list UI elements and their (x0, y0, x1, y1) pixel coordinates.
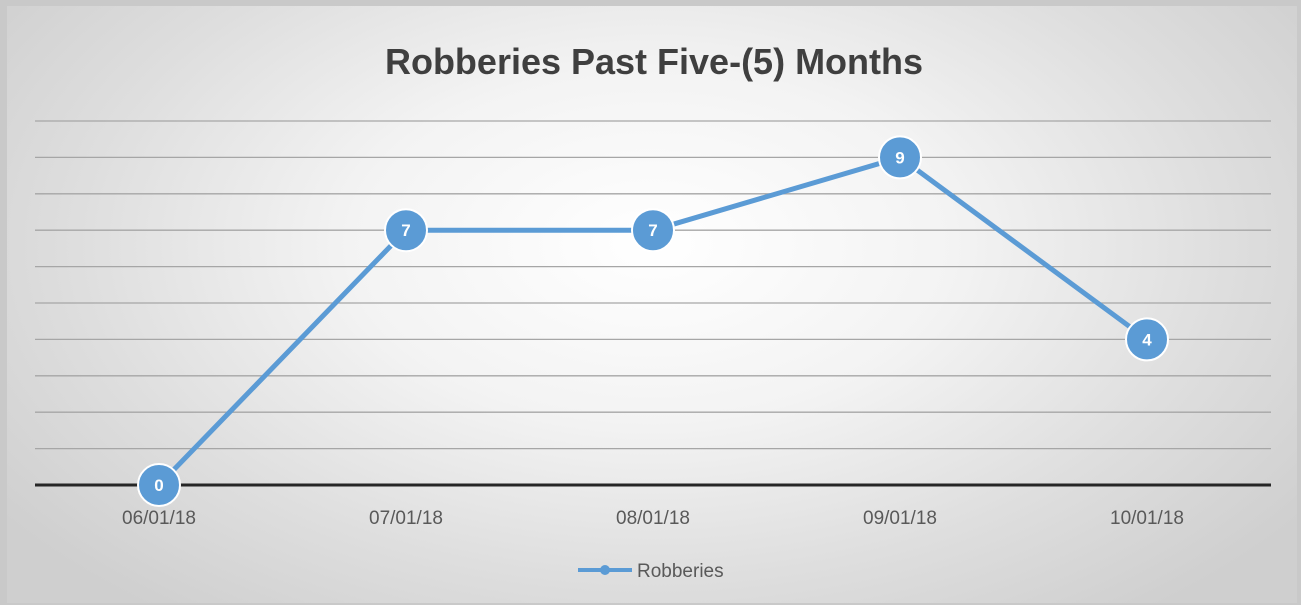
data-point: 4 (1125, 317, 1169, 362)
data-point: 0 (137, 463, 181, 507)
data-label: 0 (154, 476, 163, 495)
gridlines (35, 120, 1271, 450)
data-label: 7 (648, 221, 657, 240)
legend-label: Robberies (637, 561, 724, 582)
data-point: 7 (384, 208, 428, 253)
data-point: 7 (631, 208, 675, 253)
data-point-marker (878, 135, 922, 180)
data-point: 9 (878, 135, 922, 180)
data-point-marker (1125, 317, 1169, 362)
data-label: 4 (1142, 330, 1152, 349)
x-tick-label: 08/01/18 (616, 508, 690, 529)
series-line (156, 154, 1150, 488)
series-robberies (156, 154, 1150, 488)
x-tick-label: 10/01/18 (1110, 508, 1184, 529)
x-axis-tick-labels: 06/01/18 07/01/18 08/01/18 09/01/18 10/01/18 (122, 508, 1184, 529)
x-tick-label: 07/01/18 (369, 508, 443, 529)
chart-title: Robberies Past Five-(5) Months (385, 41, 923, 82)
data-point-marker (384, 208, 428, 253)
data-label: 9 (895, 148, 904, 167)
data-points: 0 7 7 9 4 (137, 135, 1169, 507)
data-point-marker (631, 208, 675, 253)
data-label: 7 (401, 221, 410, 240)
chart-area (7, 6, 1297, 603)
data-point-marker (137, 463, 181, 507)
x-tick-label: 06/01/18 (122, 508, 196, 529)
legend-point-marker (600, 565, 610, 575)
x-tick-label: 09/01/18 (863, 508, 937, 529)
legend: Robberies (578, 561, 724, 582)
